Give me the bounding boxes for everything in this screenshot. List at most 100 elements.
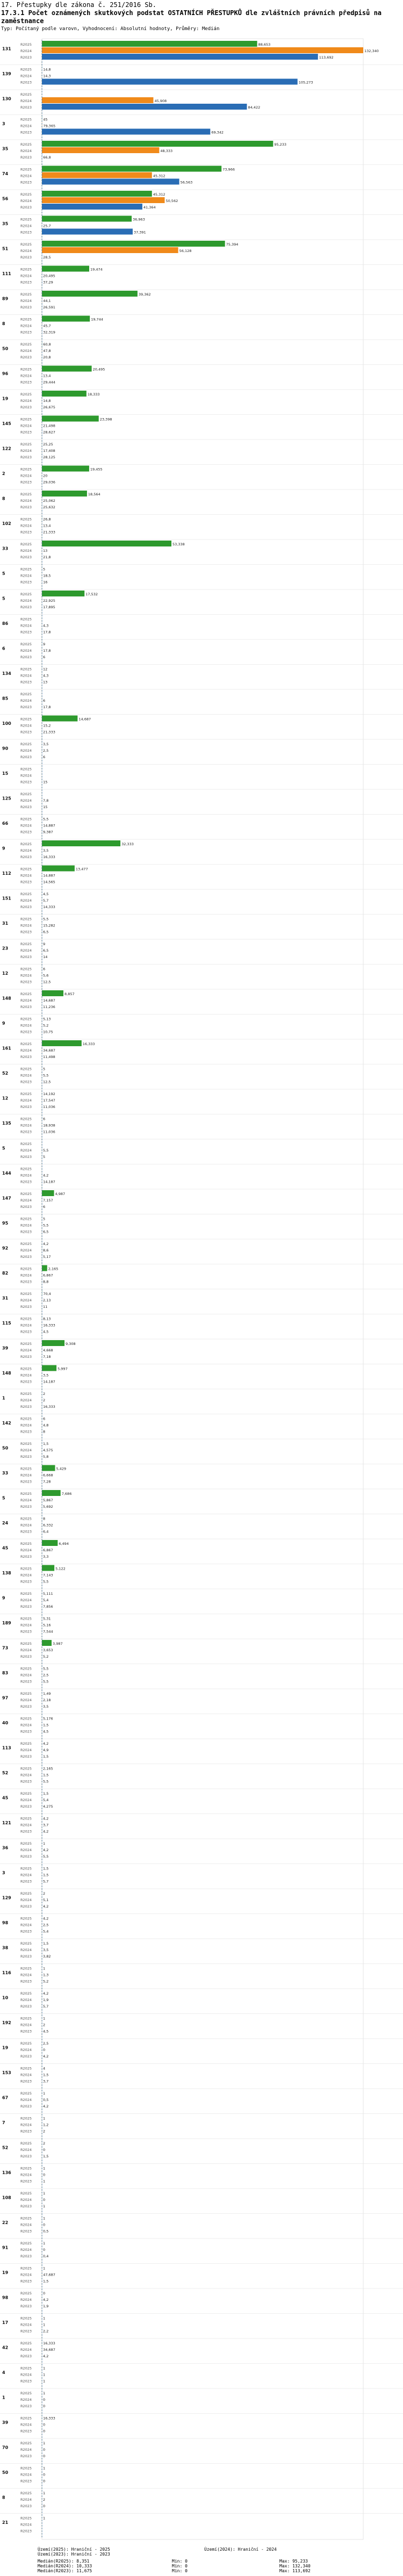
bar-value-label: 1,5	[43, 1867, 48, 1871]
bar-value-label: 3,5	[43, 1948, 48, 1952]
bar-value-label: 0	[43, 2248, 45, 2252]
bar-value-label: 14,565	[43, 880, 55, 884]
bar-r2025	[42, 591, 85, 596]
bar-value-label: 0	[43, 2404, 45, 2408]
bar-r2025	[42, 865, 75, 872]
bar-value-label: 88,653	[258, 42, 271, 47]
series-row-label: R2023	[20, 780, 32, 785]
series-row-label: R2025	[20, 867, 32, 872]
bar-value-label: 17,8	[43, 705, 51, 709]
bar-value-label: 4,2	[43, 1904, 48, 1909]
bar-value-label: 5,5	[43, 1224, 48, 1228]
bar-value-label: 0	[43, 2448, 45, 2452]
series-row-label: R2025	[20, 742, 32, 746]
category-label: 8	[2, 321, 5, 326]
bar-value-label: 4,987	[55, 1192, 66, 1196]
series-row-label: R2024	[20, 1598, 32, 1602]
bar-value-label: 45,312	[153, 174, 165, 178]
series-row-label: R2024	[20, 674, 32, 678]
series-row-label: R2023	[20, 105, 32, 110]
bar-value-label: 11,036	[43, 1130, 55, 1134]
bar-value-label: 10,75	[43, 1030, 53, 1034]
category-label: 82	[2, 1271, 8, 1276]
series-row-label: R2025	[20, 2516, 32, 2521]
bar-value-label: 16,333	[43, 2416, 55, 2421]
series-row-label: R2023	[20, 330, 32, 335]
bar-value-label: 1	[43, 2167, 45, 2171]
series-row-label: R2025	[20, 667, 32, 672]
bar-value-label: 9	[43, 642, 45, 646]
category-label: 129	[2, 1895, 11, 1900]
series-row-label: R2024	[20, 499, 32, 503]
series-row-label: R2025	[20, 242, 32, 247]
series-row-label: R2025	[20, 318, 32, 322]
bar-r2025	[42, 465, 89, 472]
chart-super-title: 17. Přestupky dle zákona č. 251/2016 Sb.	[1, 1, 156, 9]
bar-value-label: 14,887	[43, 874, 55, 878]
bar-value-label: 4,3	[43, 624, 48, 628]
series-row-label: R2025	[20, 1841, 32, 1846]
series-row-label: R2024	[20, 2073, 32, 2077]
bar-value-label: 105,273	[299, 81, 313, 85]
series-row-label: R2023	[20, 355, 32, 359]
bar-r2025	[42, 291, 138, 297]
bar-value-label: 18,333	[88, 392, 100, 397]
series-row-label: R2024	[20, 1923, 32, 1927]
bar-r2025	[42, 141, 274, 147]
bar-value-label: 75,394	[226, 242, 239, 247]
chart-header: 17. Přestupky dle zákona č. 251/2016 Sb.…	[1, 1, 402, 32]
bar-value-label: 1,5	[43, 1791, 48, 1796]
category-label: 9	[2, 846, 5, 851]
legend-max-r2025: Max: 95,233	[279, 2559, 308, 2564]
bar-value-label: 5,111	[43, 1592, 53, 1596]
bar-value-label: 3,7	[43, 2079, 48, 2084]
bar-value-label: 8,857	[64, 992, 75, 996]
bar-value-label: 0	[43, 2398, 45, 2402]
bar-value-label: 23,398	[100, 418, 112, 422]
bar-value-label: 47,8	[43, 349, 51, 353]
bar-value-label: 3,82	[43, 1954, 51, 1959]
bar-value-label: 17,408	[43, 449, 55, 453]
bar-value-label: 5,16	[43, 1623, 51, 1628]
series-row-label: R2023	[20, 1280, 32, 1284]
category-label: 153	[2, 2070, 11, 2075]
category-label: 52	[2, 1771, 8, 1775]
bar-value-label: 48,333	[160, 149, 172, 153]
series-row-label: R2024	[20, 199, 32, 203]
category-label: 145	[2, 421, 11, 426]
category-label: 12	[2, 971, 8, 976]
series-row-label: R2025	[20, 1042, 32, 1046]
category-label: 31	[2, 1296, 9, 1300]
bar-value-label: 1	[43, 2391, 45, 2395]
category-label: 3	[2, 1870, 5, 1875]
bar-value-label: 1,5	[43, 2279, 48, 2284]
category-label: 161	[2, 1046, 11, 1050]
bar-value-label: 66,8	[43, 155, 51, 160]
category-label: 189	[2, 1621, 11, 1625]
bar-value-label: 2,13	[43, 1298, 51, 1303]
bar-value-label: 2	[43, 1398, 45, 1402]
series-row-label: R2023	[20, 630, 32, 635]
category-label: 7	[2, 2120, 5, 2125]
series-row-label: R2025	[20, 717, 32, 722]
category-label: 148	[2, 1371, 11, 1376]
bar-value-label: 1,5	[43, 1754, 48, 1759]
series-row-label: R2025	[20, 142, 32, 147]
category-label: 125	[2, 796, 11, 801]
series-row-label: R2024	[20, 1798, 32, 1802]
bar-value-label: 5,7	[43, 1880, 48, 1884]
bar-value-label: 7,28	[43, 1480, 51, 1484]
bar-value-label: 6,332	[43, 1523, 53, 1528]
series-row-label: R2024	[20, 149, 32, 153]
series-row-label: R2024	[20, 1773, 32, 1778]
bar-value-label: 113,692	[319, 55, 334, 60]
series-row-label: R2025	[20, 1067, 32, 1071]
series-row-label: R2023	[20, 1630, 32, 1634]
bar-r2025	[42, 541, 172, 546]
bar-value-label: 3,653	[43, 1648, 53, 1652]
category-label: 97	[2, 1695, 8, 1700]
bar-value-label: 18,938	[43, 1124, 55, 1128]
series-row-label: R2025	[20, 467, 32, 472]
series-row-label: R2025	[20, 2341, 32, 2345]
series-row-label: R2023	[20, 530, 32, 535]
